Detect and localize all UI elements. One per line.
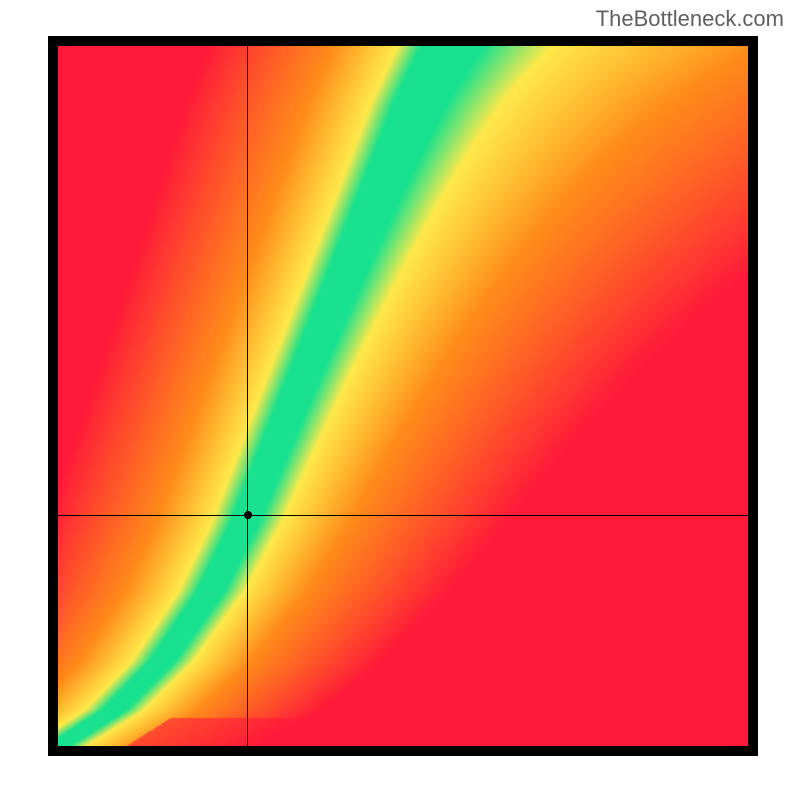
crosshair-vertical — [247, 46, 248, 746]
chart-container: TheBottleneck.com — [0, 0, 800, 800]
heatmap-canvas — [58, 46, 748, 746]
watermark-text: TheBottleneck.com — [596, 6, 784, 32]
crosshair-horizontal — [58, 515, 748, 516]
crosshair-marker — [244, 511, 252, 519]
